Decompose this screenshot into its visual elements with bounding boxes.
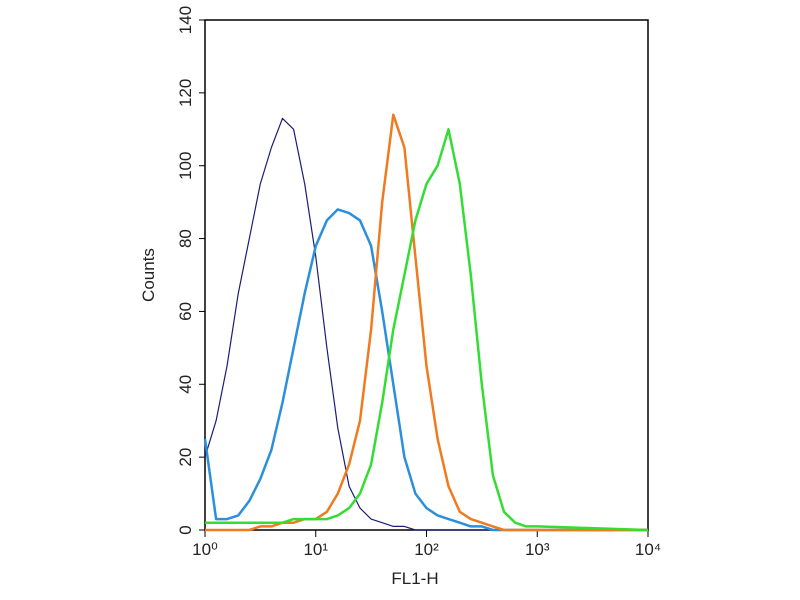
x-axis-label: FL1-H [391,569,438,588]
series-line [204,117,648,531]
y-tick-label: 20 [176,448,195,467]
y-tick-label: 40 [176,375,195,394]
x-tick-label: 10³ [525,540,550,559]
x-tick-label: 10⁴ [635,540,661,559]
y-axis-label: Counts [139,248,158,302]
y-tick-label: 60 [176,302,195,321]
series-line [205,128,649,532]
y-tick-label: 100 [176,152,195,180]
y-tick-label: 120 [176,79,195,107]
x-tick-label: 10⁰ [192,540,218,559]
series-line [205,113,648,532]
y-tick-label: 0 [176,525,195,534]
plot-frame [204,19,649,531]
x-tick-label: 10² [414,540,439,559]
y-tick-label: 140 [176,6,195,34]
x-tick-label: 10¹ [303,540,328,559]
y-tick-label: 80 [176,229,195,248]
